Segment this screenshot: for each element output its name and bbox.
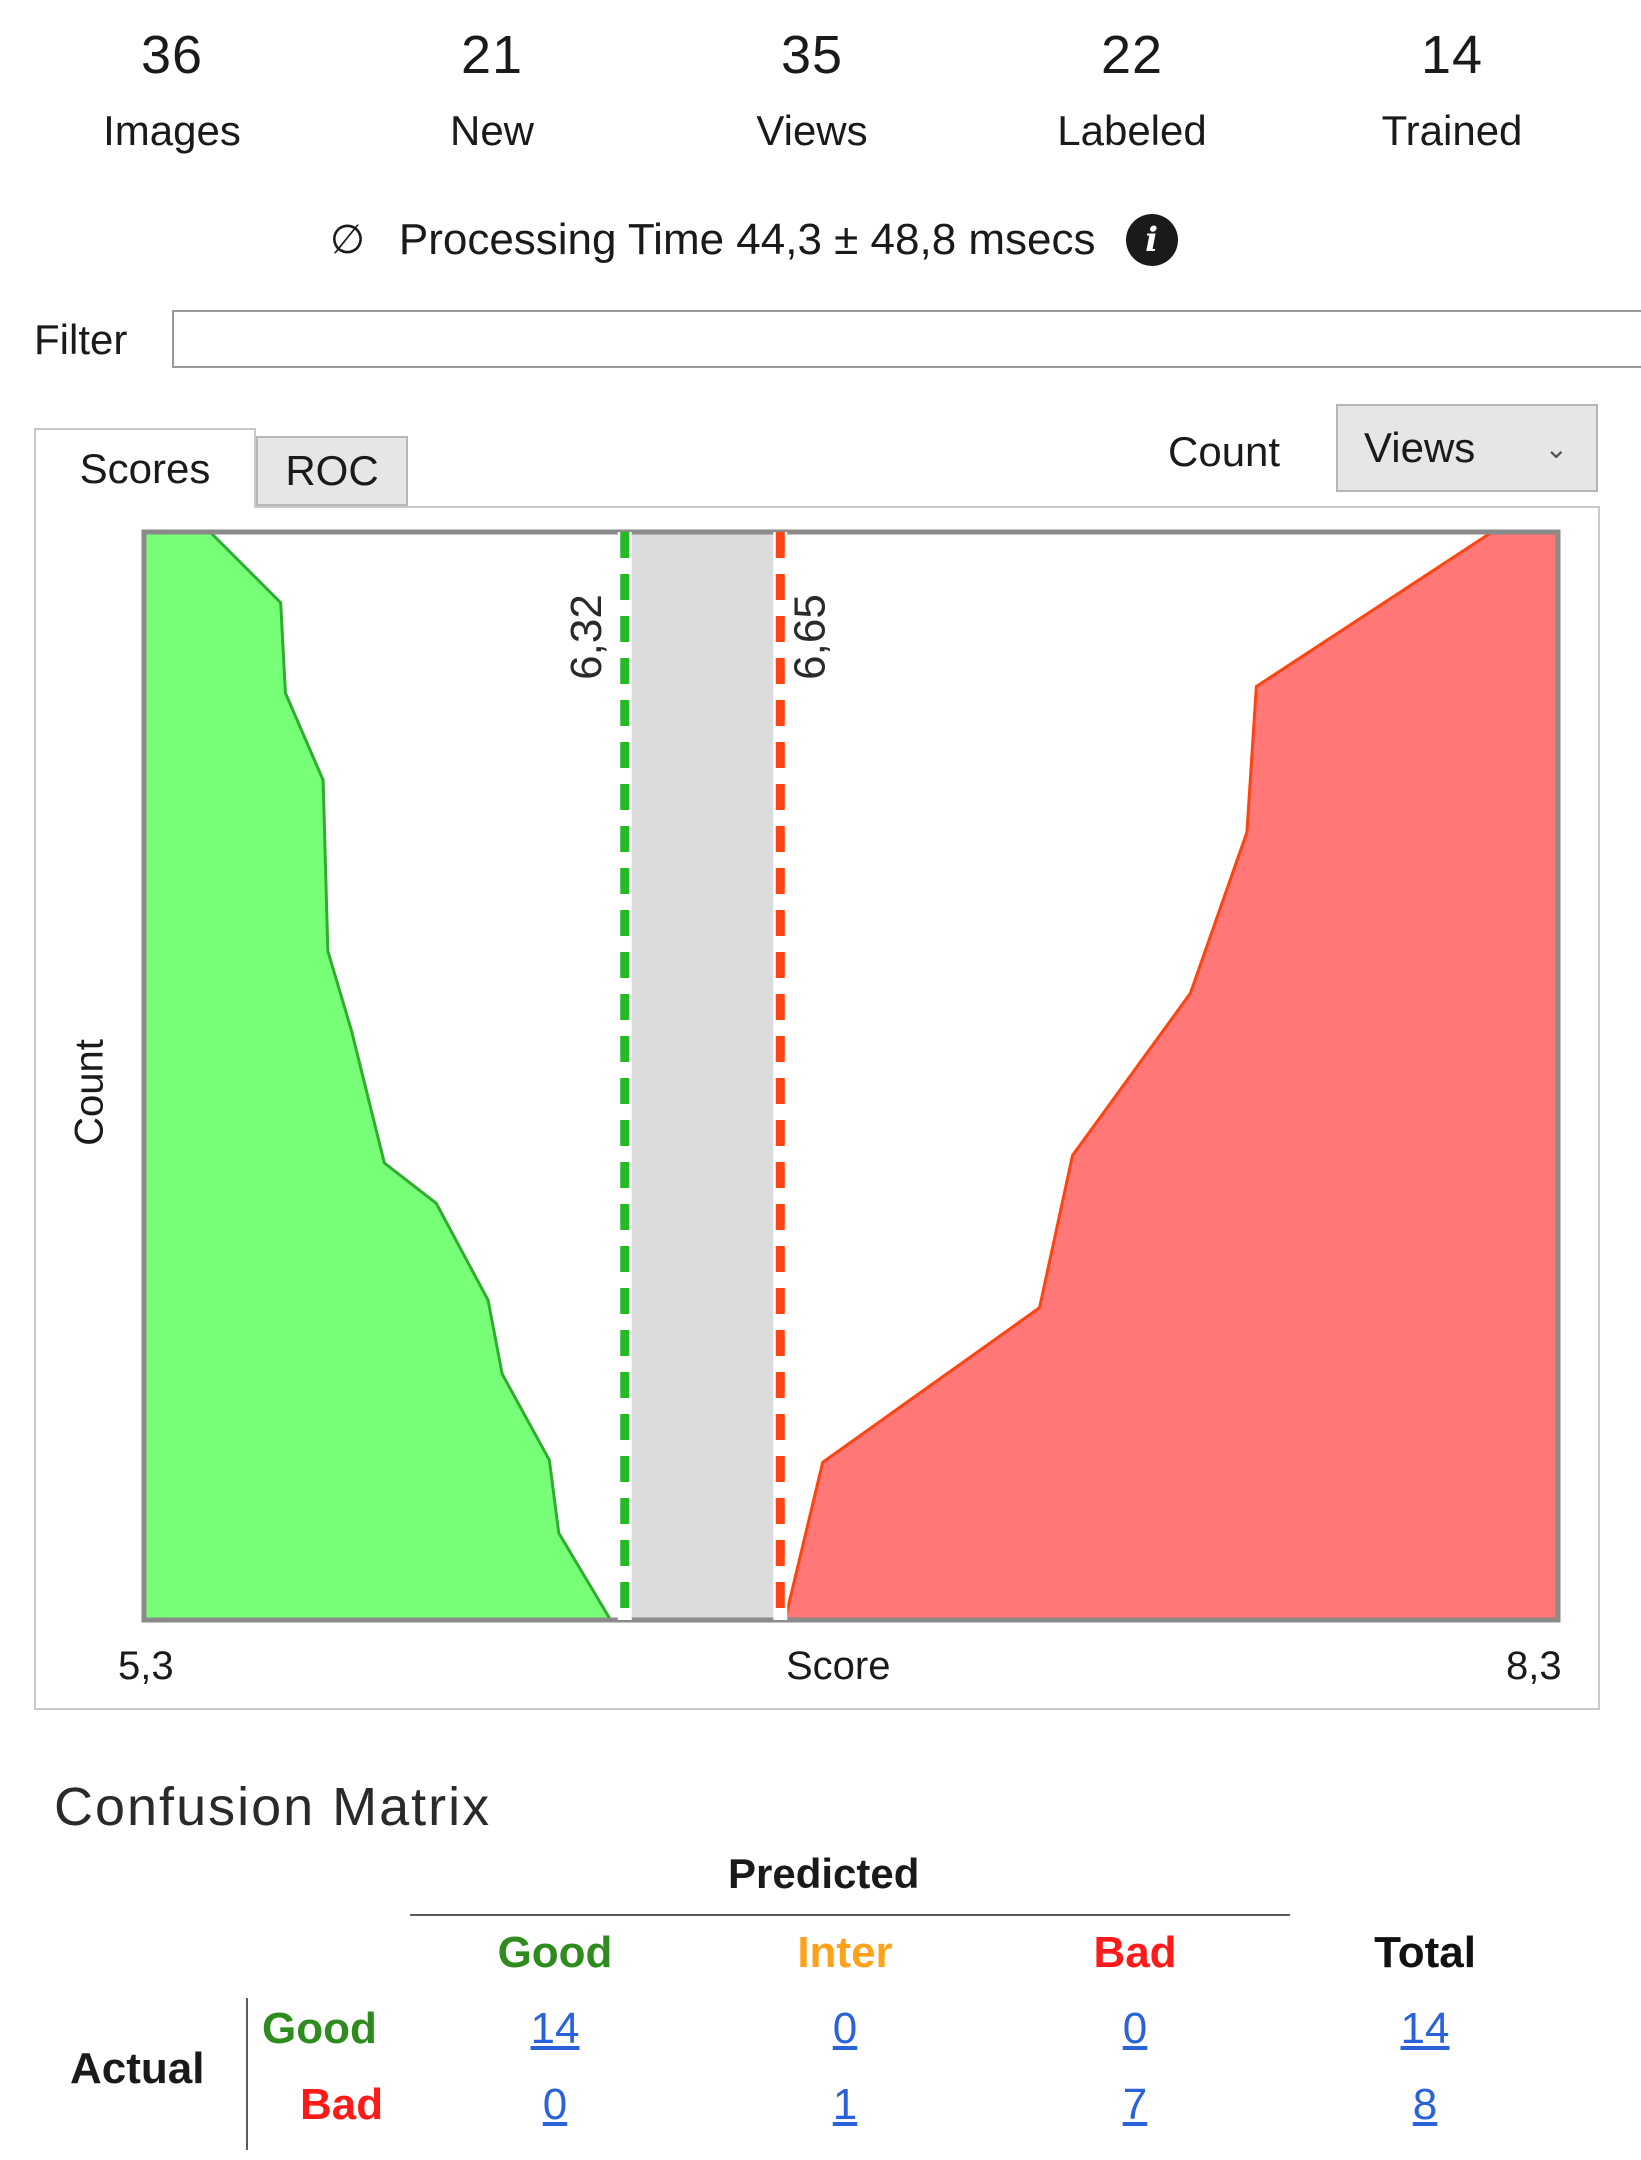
intermediate-score-band <box>624 532 781 1620</box>
tab-label: Scores <box>79 445 211 492</box>
stat-value: 35 <box>780 25 844 85</box>
stat-views: 35 Views <box>692 24 932 156</box>
column-header-total: Total <box>1374 1928 1476 1977</box>
stat-trained: 14 Trained <box>1332 24 1572 156</box>
tab-label: ROC <box>285 447 379 494</box>
stat-labeled: 22 Labeled <box>1012 24 1252 156</box>
column-header-inter: Inter <box>797 1928 893 1977</box>
bad-threshold-label: 6,65 <box>785 594 834 680</box>
score-distribution-chart: 6,32 6,65 <box>141 529 1561 1623</box>
stat-value: 22 <box>1100 25 1164 85</box>
stat-label: New <box>449 107 535 154</box>
count-label: Count <box>1168 428 1281 475</box>
row-label-good: Good <box>262 2004 377 2053</box>
cell-bad-bad[interactable]: 7 <box>1122 2080 1148 2129</box>
good-score-area <box>144 532 611 1620</box>
filter-input[interactable] <box>172 310 1641 368</box>
stat-label: Labeled <box>1057 107 1207 154</box>
stat-value: 21 <box>460 25 524 85</box>
good-threshold-label: 6,32 <box>562 594 611 680</box>
column-header-good: Good <box>497 1928 613 1977</box>
tab-roc[interactable]: ROC <box>256 436 408 506</box>
cell-bad-inter[interactable]: 1 <box>832 2080 858 2129</box>
stat-label: Views <box>756 107 868 154</box>
cell-good-bad[interactable]: 0 <box>1122 2004 1148 2053</box>
cell-bad-good[interactable]: 0 <box>542 2080 568 2129</box>
average-symbol: ∅ <box>330 218 365 262</box>
y-axis-title: Count <box>67 1039 112 1146</box>
confusion-matrix-title: Confusion Matrix <box>54 1777 492 1837</box>
stat-new: 21 New <box>372 24 612 156</box>
cell-bad-total[interactable]: 8 <box>1412 2080 1438 2129</box>
actual-header: Actual <box>70 2044 205 2093</box>
info-icon[interactable]: i <box>1125 214 1178 266</box>
stat-value: 14 <box>1420 25 1484 85</box>
stat-images: 36 Images <box>52 24 292 156</box>
stat-label: Trained <box>1381 107 1523 154</box>
stat-label: Images <box>103 107 241 154</box>
x-axis-min-label: 5,3 <box>118 1644 174 1688</box>
scores-tab-panel <box>34 506 1600 1710</box>
tab-scores[interactable]: Scores <box>34 428 256 508</box>
chevron-down-icon: ⌄ <box>1544 433 1568 464</box>
filter-label: Filter <box>34 316 128 363</box>
processing-time-text: Processing Time 44,3 ± 48,8 msecs <box>398 215 1096 264</box>
cell-good-good[interactable]: 14 <box>530 2004 580 2053</box>
bad-score-outline <box>783 530 1558 1621</box>
processing-time: ∅ Processing Time 44,3 ± 48,8 msecs i <box>330 210 1178 270</box>
count-mode-select[interactable]: Views ⌄ <box>1336 404 1598 492</box>
x-axis-max-label: 8,3 <box>1506 1644 1562 1688</box>
stat-value: 36 <box>140 25 204 85</box>
column-header-bad: Bad <box>1093 1928 1177 1977</box>
cell-good-inter[interactable]: 0 <box>832 2004 858 2053</box>
row-label-bad: Bad <box>300 2080 384 2129</box>
bad-score-area <box>785 532 1558 1620</box>
count-mode-value: Views <box>1364 424 1476 471</box>
good-score-outline <box>144 530 612 1621</box>
actual-divider <box>246 1998 248 2150</box>
predicted-divider <box>410 1914 1290 1916</box>
plot-frame <box>141 529 1561 1623</box>
cell-good-total[interactable]: 14 <box>1400 2004 1450 2053</box>
predicted-header: Predicted <box>728 1850 920 1897</box>
x-axis-title: Score <box>786 1644 891 1688</box>
